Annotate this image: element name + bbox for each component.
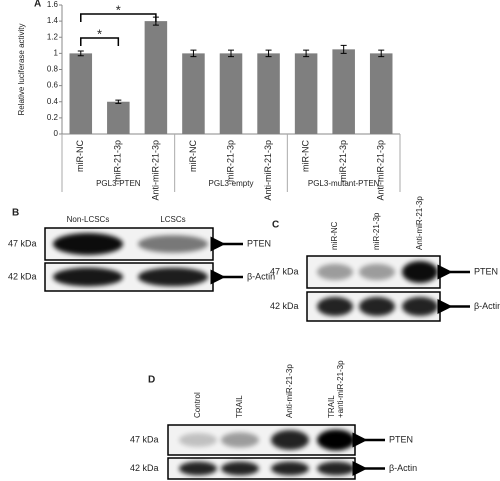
error-bar: [77, 50, 84, 57]
y-tick-label: 1.2: [47, 32, 59, 41]
blot-band: [271, 430, 309, 450]
error-bar-line: [115, 99, 122, 104]
marker-label: 47 kDa: [270, 266, 299, 276]
significance-bracket: [80, 13, 157, 22]
lane-label: miR-21-3p: [372, 212, 381, 250]
lane-label: TRAIL: [235, 395, 244, 418]
group-label: PGL3-PTEN: [96, 179, 141, 188]
blot-band: [53, 233, 123, 255]
blot-band: [402, 297, 438, 316]
bar: [369, 53, 393, 134]
x-tick-label: miR-NC: [75, 140, 85, 172]
blot-band: [359, 263, 395, 281]
y-tick-label: 0.4: [47, 97, 59, 106]
lane-label: miR-NC: [330, 221, 339, 250]
lane-label: Anti-miR-21-3p: [415, 196, 424, 250]
bar: [257, 53, 280, 134]
protein-label: β-Actin: [389, 463, 417, 473]
y-axis-label: Relative luciferase activity: [17, 23, 26, 115]
lane-label: Non-LCSCs: [67, 215, 110, 224]
error-bar: [190, 49, 197, 58]
significance-bracket: [80, 37, 120, 46]
blot-band: [271, 461, 309, 476]
blot-band: [359, 297, 395, 316]
error-bar: [378, 49, 385, 58]
y-tick-label: 1.4: [47, 16, 59, 25]
lane-label: +anti-miR-21-3p: [336, 360, 345, 418]
marker-label: 42 kDa: [130, 463, 159, 473]
error-bar: [115, 99, 122, 104]
error-bar-line: [190, 49, 197, 58]
lane-label: LCSCs: [160, 215, 185, 224]
protein-label: β-Actin: [247, 271, 275, 281]
x-tick-label: miR-21-3p: [225, 140, 235, 182]
marker-label: 42 kDa: [270, 301, 299, 311]
y-tick-label: 0: [54, 129, 59, 138]
x-tick-label: miR-21-3p: [113, 140, 123, 182]
panel-label: D: [148, 375, 155, 386]
error-bar-line: [340, 44, 347, 54]
protein-label: PTEN: [389, 434, 413, 444]
blot-band: [402, 261, 438, 283]
blot-band: [317, 429, 355, 451]
panel-label: A: [34, 0, 41, 10]
blot-band: [179, 461, 217, 476]
protein-label: PTEN: [247, 238, 271, 248]
y-tick-label: 0.8: [47, 65, 59, 74]
bar: [69, 53, 93, 134]
lane-label: Anti-miR-21-3p: [285, 364, 294, 418]
blot-band: [138, 235, 208, 253]
x-tick-label: Anti-miR-21-3p: [376, 140, 386, 201]
error-bar-line: [303, 49, 310, 58]
error-bar-line: [265, 49, 272, 58]
group-label: PGL3-mutant-PTEN: [308, 179, 380, 188]
bar: [144, 21, 168, 134]
marker-label: 42 kDa: [8, 271, 37, 281]
lane-label: Control: [193, 392, 202, 418]
group-label: PGL3-empty: [209, 179, 254, 188]
blot-band: [221, 432, 259, 448]
significance-mark: *: [116, 2, 121, 17]
error-bar: [265, 49, 272, 58]
blot-band: [317, 461, 355, 476]
x-tick-label: miR-NC: [188, 140, 198, 172]
x-tick-label: Anti-miR-21-3p: [150, 140, 160, 201]
bar: [107, 101, 130, 134]
panel-label: C: [272, 220, 279, 231]
x-tick-label: miR-NC: [300, 140, 310, 172]
error-bar-line: [228, 49, 234, 58]
bar: [182, 53, 205, 134]
error-bar-line: [77, 50, 84, 57]
significance-mark: *: [97, 26, 102, 41]
bar: [332, 49, 355, 134]
error-bar: [340, 44, 347, 54]
y-tick-label: 0.2: [47, 113, 59, 122]
bar: [294, 53, 318, 134]
marker-label: 47 kDa: [130, 434, 159, 444]
y-tick-label: 0.6: [47, 81, 59, 90]
x-tick-label: miR-21-3p: [338, 140, 348, 182]
blot-band: [317, 297, 353, 316]
blot-band: [317, 263, 353, 281]
x-tick-label: Anti-miR-21-3p: [263, 140, 273, 201]
bar: [219, 53, 243, 134]
protein-label: PTEN: [474, 266, 498, 276]
blot-band: [138, 267, 208, 287]
marker-label: 47 kDa: [8, 238, 37, 248]
y-tick-label: 1.6: [47, 0, 59, 9]
blot-band: [221, 461, 259, 476]
error-bar-line: [378, 49, 385, 58]
protein-label: β-Actin: [474, 301, 500, 311]
blot-band: [179, 433, 217, 447]
y-tick-label: 1: [54, 48, 59, 57]
blot-band: [53, 267, 123, 287]
lane-label: TRAIL: [327, 395, 336, 418]
error-bar: [303, 49, 310, 58]
panel-label: B: [12, 208, 19, 219]
error-bar: [228, 49, 234, 58]
